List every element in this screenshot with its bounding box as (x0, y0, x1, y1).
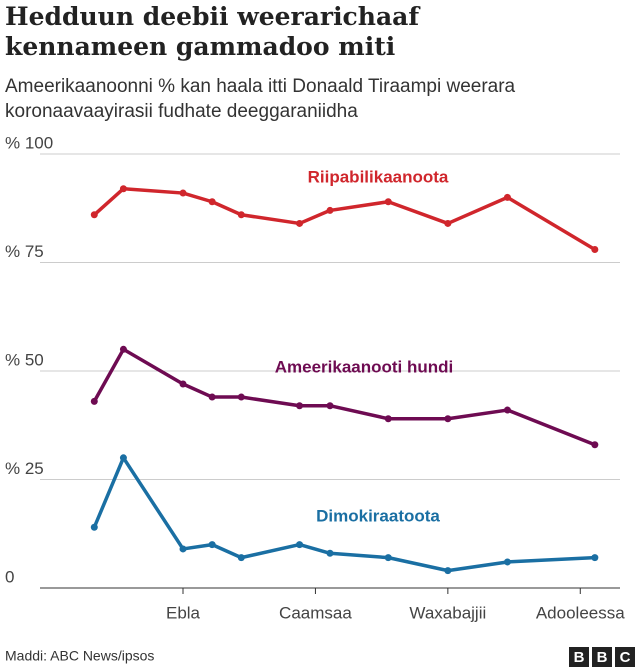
data-point (591, 245, 599, 253)
series-label: Riipabilikaanoota (308, 167, 449, 186)
data-point (296, 219, 304, 227)
data-point (384, 198, 392, 206)
data-point (591, 554, 599, 562)
logo-box (569, 647, 589, 667)
chart-title: Hedduun deebii weerarichaaf kennameen gam… (5, 2, 421, 61)
data-point (237, 554, 245, 562)
data-point (179, 189, 187, 197)
x-tick-label: Caamsaa (279, 603, 352, 622)
series-label: Ameerikaanooti hundi (275, 357, 454, 376)
logo-letter: B (574, 649, 585, 666)
series-line (93, 186, 596, 251)
data-point (208, 393, 216, 401)
data-point (179, 545, 187, 553)
y-tick-label: % 50 (5, 350, 44, 369)
x-tick-label: Waxabajjii (409, 603, 486, 622)
data-point (591, 441, 599, 449)
x-tick-label: Ebla (166, 603, 201, 622)
data-point (503, 406, 511, 414)
series-label: Dimokiraatoota (316, 506, 440, 525)
data-point (503, 193, 511, 201)
data-point (90, 211, 98, 219)
logo-box (615, 647, 635, 667)
logo-letter: B (597, 649, 608, 666)
y-tick-label: % 100 (5, 133, 53, 152)
data-point (90, 523, 98, 531)
data-point (119, 345, 127, 353)
data-point (326, 549, 334, 557)
data-point (90, 397, 98, 405)
data-point (444, 567, 452, 575)
data-point (119, 454, 127, 462)
logo-letter: C (620, 649, 631, 666)
source: Maddi: ABC News/ipsos (5, 648, 154, 664)
y-tick-label: % 75 (5, 242, 44, 261)
data-point (384, 554, 392, 562)
data-point (208, 198, 216, 206)
y-tick-label: % 25 (5, 459, 44, 478)
data-point (503, 558, 511, 566)
logo-box (592, 647, 612, 667)
chart-subtitle: Ameerikaanoonni % kan haala itti Donaald… (5, 76, 516, 122)
data-point (237, 211, 245, 219)
data-point (296, 402, 304, 410)
data-point (208, 541, 216, 549)
data-point (179, 380, 187, 388)
x-tick-label: Adooleessa (536, 603, 625, 622)
y-tick-label: 0 (5, 567, 14, 586)
data-point (237, 393, 245, 401)
data-point (384, 415, 392, 423)
data-point (296, 541, 304, 549)
data-point (444, 415, 452, 423)
data-point (326, 402, 334, 410)
data-point (119, 185, 127, 193)
data-point (326, 206, 334, 214)
data-point (444, 219, 452, 227)
